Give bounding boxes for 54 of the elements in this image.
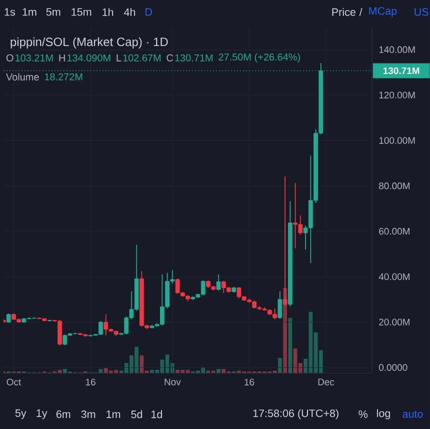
annotation: 18.272M: [44, 73, 82, 80]
y-tick-label: 120.00M: [379, 92, 415, 98]
text: 5m: [46, 8, 60, 16]
candlestick: [278, 290, 282, 320]
text: /: [359, 8, 362, 16]
bar: [278, 358, 282, 374]
text: 5y: [15, 409, 26, 419]
bar: [216, 368, 220, 374]
text: US: [414, 8, 428, 16]
annotation: C: [166, 54, 174, 62]
text: pippin/SOL (Market Cap) · 1D: [10, 37, 168, 48]
text: log: [377, 409, 390, 420]
text: 1y: [36, 409, 48, 419]
annotation: H: [59, 54, 65, 62]
y-tick-label: 100.00M: [379, 137, 415, 144]
y-tick-label: 60.00M: [379, 228, 410, 235]
text: 1d: [152, 410, 162, 418]
text: 15m: [72, 8, 92, 16]
x-tick-label: Dec: [318, 378, 334, 386]
bar: [288, 318, 292, 374]
text: D: [146, 8, 152, 16]
candlestick: [216, 274, 221, 291]
text: 1h: [102, 8, 114, 16]
annotation: L: [116, 54, 122, 62]
y-tick-label: 20.00M: [379, 318, 410, 326]
text: 3m: [81, 410, 96, 418]
y-tick-label: 80.00M: [379, 182, 410, 190]
text: MCap: [369, 6, 397, 17]
x-tick-label: Nov: [164, 378, 181, 386]
text: %: [358, 410, 368, 418]
annotation: O: [6, 54, 14, 62]
annotation: 103.21M: [16, 54, 53, 62]
y-tick-label: 0.0000: [378, 364, 408, 371]
annotation: 27.50M (+26.64%): [218, 53, 300, 62]
ref-line-label: 130.71M: [383, 67, 420, 74]
x-tick-label: 16: [244, 378, 254, 386]
text: Price: [332, 8, 356, 16]
candlestick: [6, 312, 11, 323]
x-tick-label: 16: [86, 378, 96, 386]
text: auto: [402, 410, 423, 418]
y-tick-label: 140.00M: [379, 46, 415, 53]
text: 6m: [56, 410, 70, 418]
text: 1s: [4, 8, 15, 16]
annotation: Volume: [6, 73, 39, 80]
x-tick-label: Oct: [6, 378, 22, 386]
text: 1m: [106, 410, 120, 418]
annotation: 102.67M: [123, 54, 161, 62]
text: 1m: [22, 8, 36, 16]
text: 4h: [124, 8, 136, 16]
annotation: 130.71M: [175, 54, 212, 62]
text: 17:58:06 (UTC+8): [253, 409, 338, 420]
annotation: 134.090M: [67, 54, 110, 62]
y-tick-label: 40.00M: [378, 273, 410, 280]
text: 5d: [131, 410, 142, 418]
